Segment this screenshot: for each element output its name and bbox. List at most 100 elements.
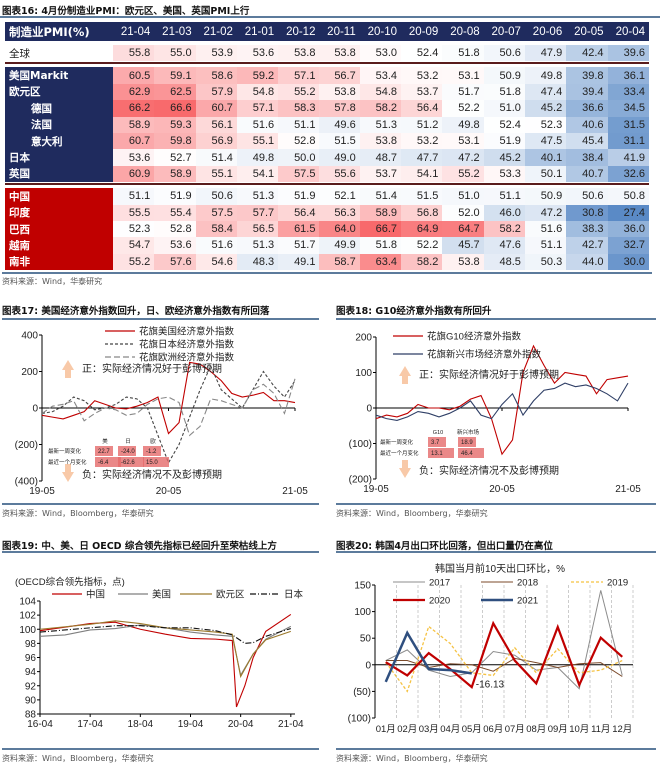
pmi-cell: 51.5	[319, 132, 360, 150]
pmi-cell: 52.4	[401, 45, 443, 62]
pmi-cell: 50.3	[524, 253, 567, 271]
series-line-2020	[385, 620, 623, 690]
x-tick-label: 17-04	[77, 719, 103, 730]
pmi-cell: 52.3	[524, 116, 567, 133]
x-tick-label: 07月	[505, 724, 525, 735]
pmi-cell: 55.1	[236, 132, 279, 150]
row-label: 意大利	[5, 132, 113, 150]
pmi-cell: 39.6	[607, 45, 649, 62]
pmi-cell: 50.8	[607, 188, 649, 205]
pmi-cell: 56.8	[401, 204, 443, 221]
x-tick-label: 18-04	[128, 719, 154, 730]
pmi-cell: 53.9	[195, 45, 237, 62]
pmi-cell: 46.0	[483, 204, 525, 221]
pmi-cell: 40.1	[524, 149, 567, 166]
x-tick-label: 11月	[591, 724, 610, 735]
pmi-cell: 55.5	[113, 204, 155, 221]
pmi-cell: 55.2	[113, 253, 155, 271]
table-row: 德国 66.2 66.6 60.7 57.1 58.3 57.8 58.2 56.4 52.2 51…	[5, 100, 649, 117]
series-line-2021	[384, 630, 472, 683]
pmi-cell: 62.9	[113, 83, 155, 101]
pmi-cell: 47.9	[524, 45, 567, 62]
legend-label: 2020	[429, 596, 450, 607]
series-line-花旗日本经济意外指数	[41, 364, 296, 465]
fig18-title: 图表18: G10经济意外指数有所回升	[336, 306, 492, 317]
pmi-cell: 45.7	[442, 237, 484, 254]
pmi-cell: 44.0	[566, 253, 608, 271]
row-label: 越南	[5, 237, 113, 254]
pmi-cell: 59.2	[236, 67, 279, 84]
pmi-cell: 58.6	[195, 67, 237, 84]
row-label: 全球	[5, 45, 113, 62]
pmi-cell: 55.2	[442, 165, 484, 183]
inset-bar	[143, 457, 169, 467]
legend-label: 欧元区	[216, 589, 245, 601]
legend-label: 2021	[517, 596, 538, 607]
series-line-2018	[385, 657, 623, 677]
column-header: 20-12	[278, 22, 320, 41]
pmi-cell: 52.8	[278, 132, 320, 150]
pmi-cell: 42.4	[566, 45, 608, 62]
series-line-花旗美国经济意外指数	[41, 361, 296, 435]
pmi-cell: 40.7	[566, 165, 608, 183]
table-row: 法国 58.9 59.3 56.1 51.6 51.1 49.6 51.3 51.2 49.8 52…	[5, 116, 649, 133]
pmi-cell: 51.7	[278, 237, 320, 254]
chart-subtitle: 韩国当月前10天出口环比，%	[435, 562, 565, 575]
arrow-down-icon	[62, 464, 74, 482]
row-label: 英国	[5, 165, 113, 183]
inset-bar	[428, 437, 446, 447]
y-tick-label: 104	[19, 597, 36, 608]
pmi-cell: 53.6	[154, 237, 196, 254]
pmi-cell: 51.8	[483, 83, 525, 101]
y-tick-label: 94	[25, 667, 37, 678]
pmi-cell: 47.4	[524, 83, 567, 101]
inset-bar	[143, 446, 161, 456]
pmi-cell: 49.8	[442, 116, 484, 133]
pmi-cell: 60.7	[113, 132, 155, 150]
y-tick-label: (50)	[353, 687, 371, 698]
inset-row-label: 最近一个月变化	[380, 449, 419, 457]
inset-bar	[458, 437, 476, 447]
column-header: 21-04	[113, 22, 155, 41]
pmi-cell: 55.8	[113, 45, 155, 62]
legend-label: 2017	[429, 578, 450, 589]
pmi-cell: 50.0	[278, 149, 320, 166]
x-tick-label: 21-05	[282, 486, 308, 497]
pmi-cell: 58.3	[278, 100, 320, 117]
pmi-cell: 49.8	[236, 149, 279, 166]
pmi-cell: 57.9	[195, 83, 237, 101]
pmi-cell: 58.9	[113, 116, 155, 133]
pmi-cell: 56.1	[195, 116, 237, 133]
pmi-cell: 60.9	[113, 165, 155, 183]
pmi-cell: 50.6	[195, 188, 237, 205]
inset-bar	[118, 457, 144, 467]
pmi-cell: 54.8	[236, 83, 279, 101]
pmi-cell: 38.4	[566, 149, 608, 166]
divider	[2, 318, 319, 320]
pmi-cell: 66.7	[359, 220, 402, 238]
fig20-title: 图表20: 韩国4月出口环比回落，但出口量仍在高位	[336, 541, 553, 552]
pmi-cell: 55.4	[154, 204, 196, 221]
pmi-cell: 58.7	[319, 253, 360, 271]
x-tick-label: 20-05	[156, 486, 182, 497]
inset-value: -1.2	[146, 449, 157, 455]
pmi-cell: 42.7	[566, 237, 608, 254]
inset-value: 3.7	[431, 440, 440, 446]
y-axis-label: (OECD综合领先指标，点)	[15, 576, 125, 588]
pmi-cell: 55.2	[278, 83, 320, 101]
pmi-cell: 57.8	[319, 100, 360, 117]
pmi-cell: 41.9	[607, 149, 649, 166]
pmi-cell: 51.1	[113, 188, 155, 205]
pmi-cell: 51.1	[278, 116, 320, 133]
y-tick-label: (100)	[348, 714, 371, 725]
x-tick-label: 01月	[376, 724, 396, 735]
column-header: 20-06	[524, 22, 567, 41]
pmi-cell: 48.7	[359, 149, 402, 166]
x-tick-label: 20-05	[489, 484, 515, 495]
pmi-cell: 36.1	[607, 67, 649, 84]
y-tick-label: 96	[25, 653, 37, 664]
column-header: 20-05	[566, 22, 608, 41]
pmi-cell: 32.7	[607, 237, 649, 254]
row-label: 中国	[5, 188, 113, 205]
legend-label: 花旗欧洲经济意外指数	[139, 352, 235, 364]
